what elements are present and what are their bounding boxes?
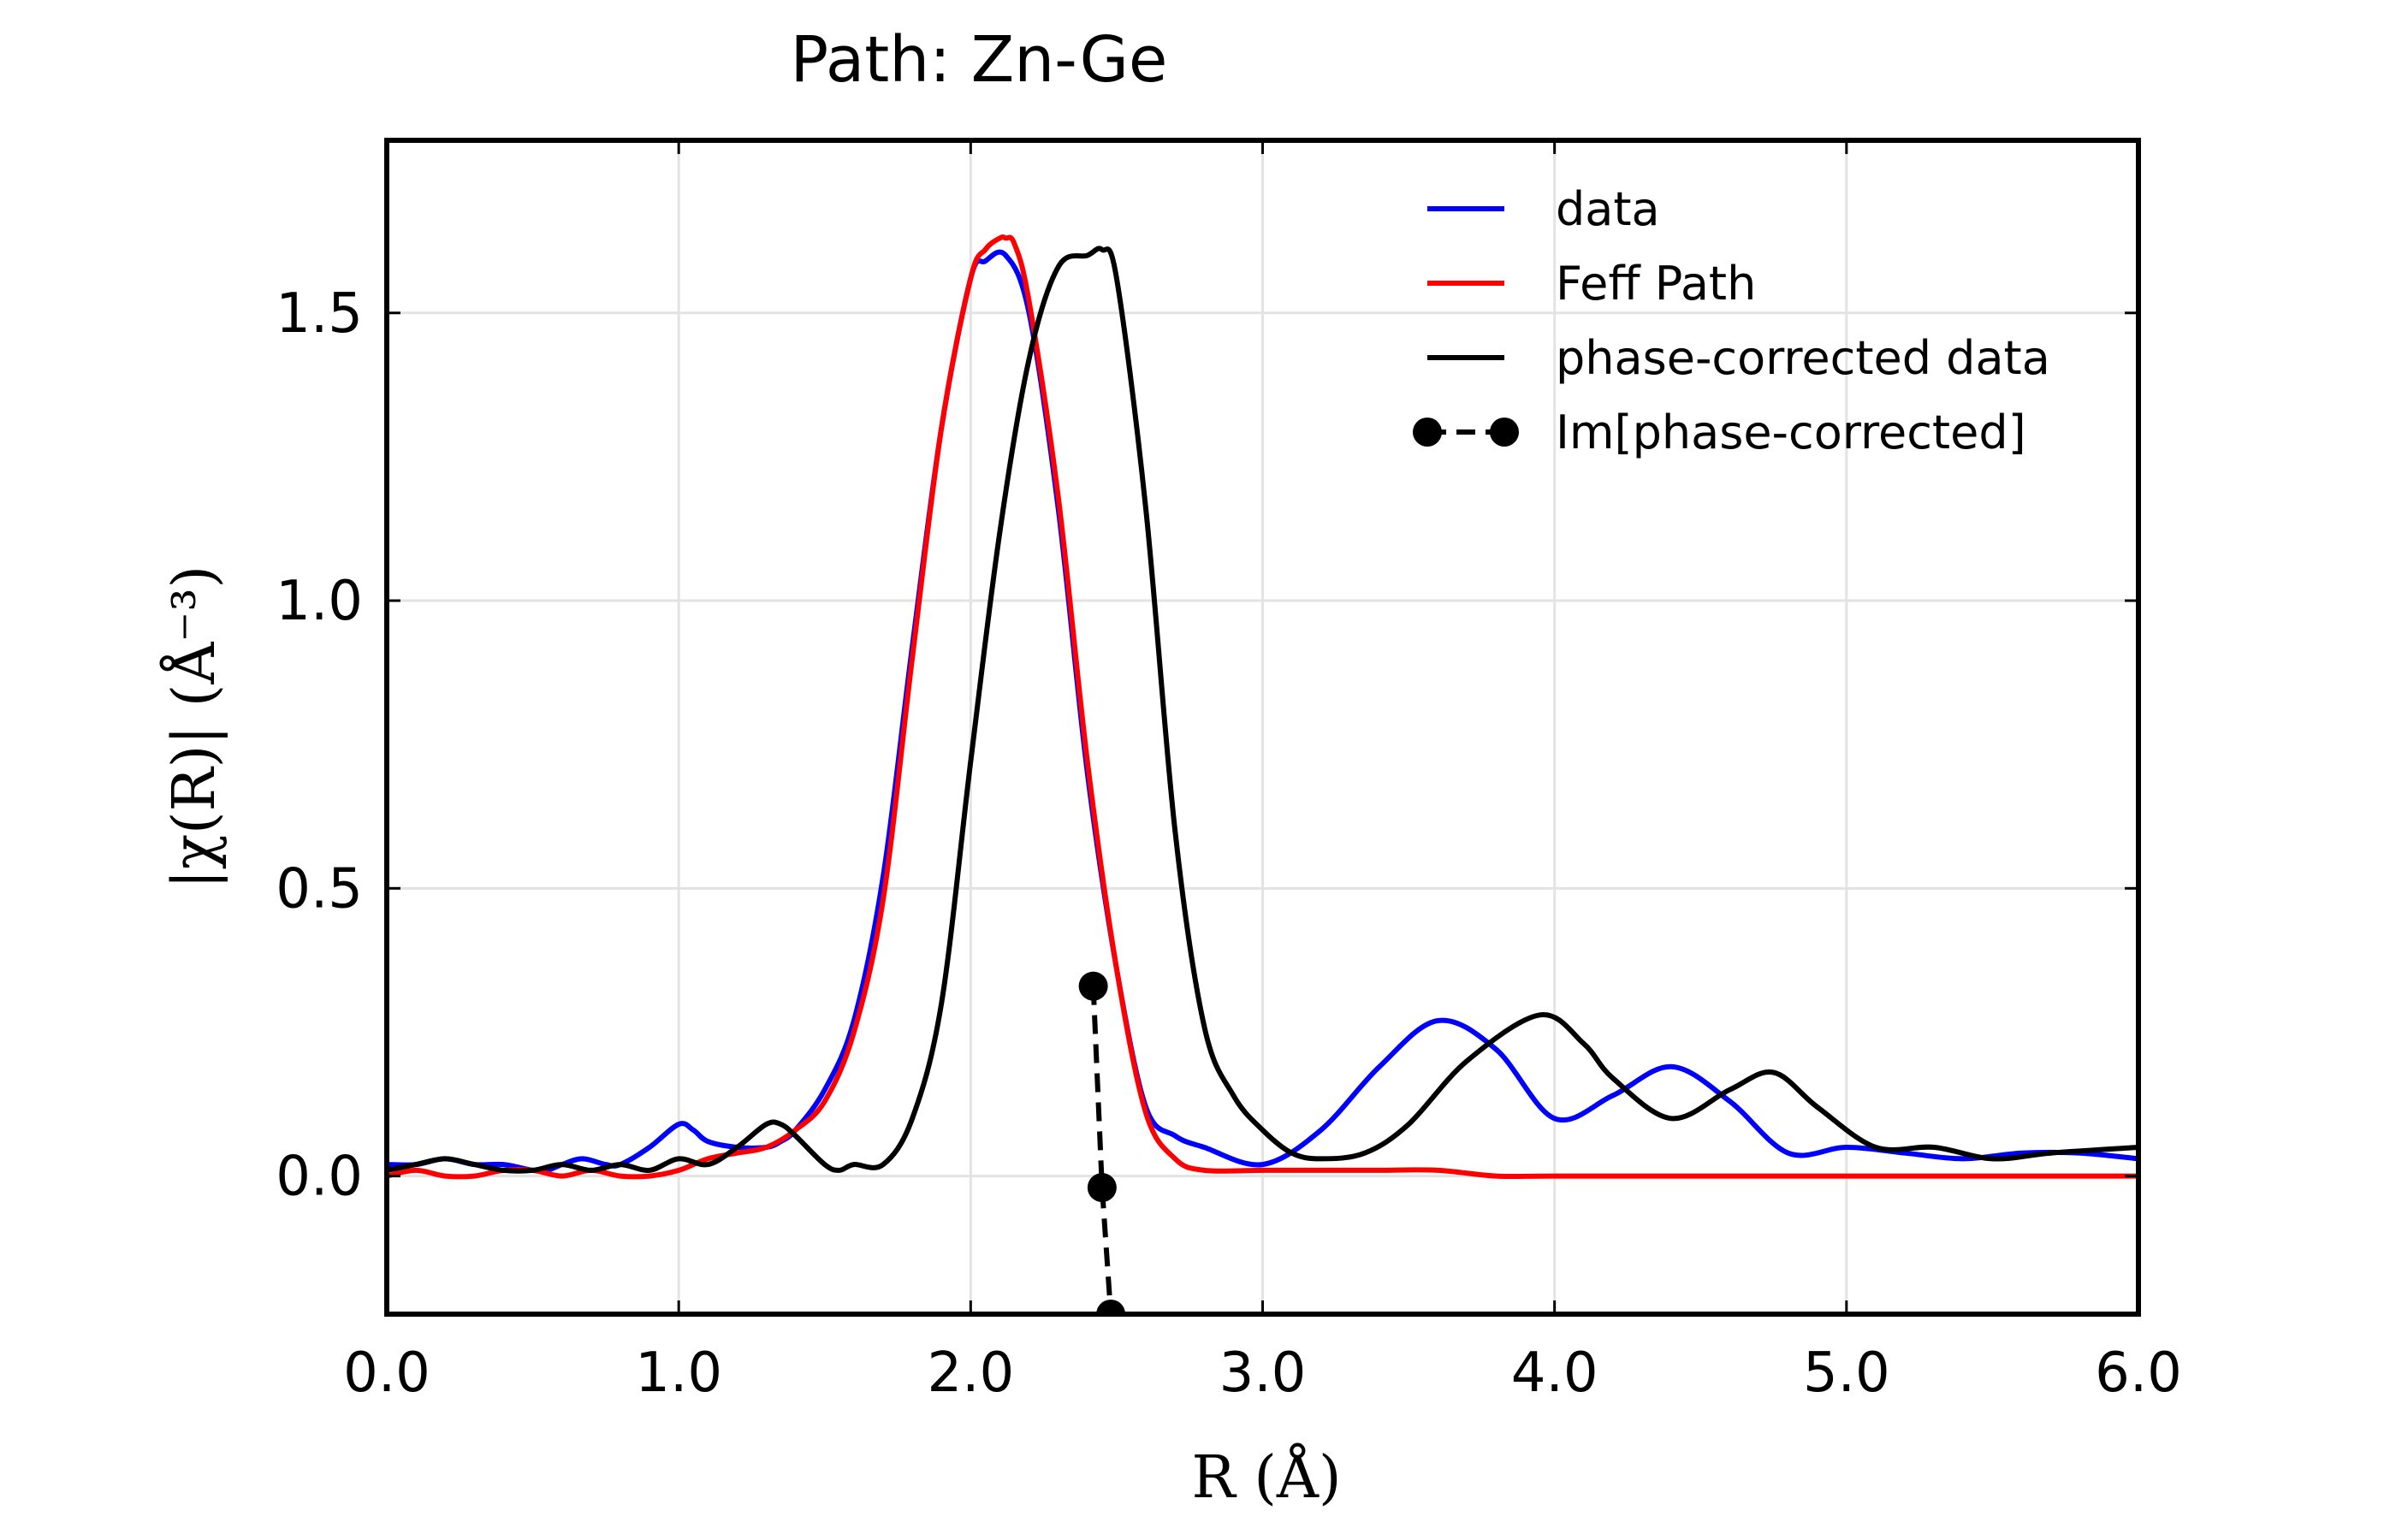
legend-marker <box>1490 418 1519 447</box>
legend-marker <box>1413 418 1442 447</box>
series-im-phase-corrected <box>1078 971 1126 1314</box>
legend-label: phase-corrected data <box>1556 331 2050 385</box>
x-tick-label: 1.0 <box>635 1342 722 1405</box>
legend-label: Im[phase-corrected] <box>1556 406 2026 459</box>
x-axis-tick-labels: 0.0 1.0 2.0 3.0 4.0 5.0 6.0 <box>343 1342 2182 1405</box>
x-axis-label: R (Å) <box>1192 1443 1342 1512</box>
series-feff-path <box>387 234 2138 1180</box>
y-tick-label: 1.5 <box>276 282 363 346</box>
x-tick-label: 0.0 <box>343 1342 430 1405</box>
data-point <box>1087 1173 1117 1203</box>
grid <box>385 140 2140 1314</box>
y-tick-label: 0.0 <box>276 1146 363 1209</box>
y-tick-label: 0.5 <box>276 857 363 921</box>
series-phase-corrected-data <box>387 246 2138 1174</box>
series-line-phase-corrected-data <box>387 246 2138 1174</box>
data-point <box>1078 971 1108 1001</box>
data-point <box>1096 1300 1126 1314</box>
x-tick-label: 6.0 <box>2095 1342 2182 1405</box>
y-axis-tick-labels: 0.0 0.5 1.0 1.5 <box>276 282 363 1209</box>
series-line-im-phase-corrected <box>1090 986 1114 1314</box>
legend-label: data <box>1556 182 1660 236</box>
series-line-feff-path <box>387 234 2138 1180</box>
x-tick-label: 2.0 <box>927 1342 1014 1405</box>
x-tick-label: 4.0 <box>1511 1342 1598 1405</box>
x-tick-label: 5.0 <box>1803 1342 1890 1405</box>
legend: data Feff Path phase-corrected data Im[phas… <box>1413 182 2050 459</box>
chart-title: Path: Zn-Ge <box>791 23 1168 97</box>
plot-area <box>387 234 2138 1314</box>
x-tick-label: 3.0 <box>1219 1342 1307 1405</box>
y-axis-label: |χ(R)| (Å⁻³) <box>160 566 228 889</box>
y-tick-label: 1.0 <box>276 570 363 633</box>
legend-label: Feff Path <box>1556 257 1756 311</box>
axis-ticks <box>385 140 2140 1314</box>
